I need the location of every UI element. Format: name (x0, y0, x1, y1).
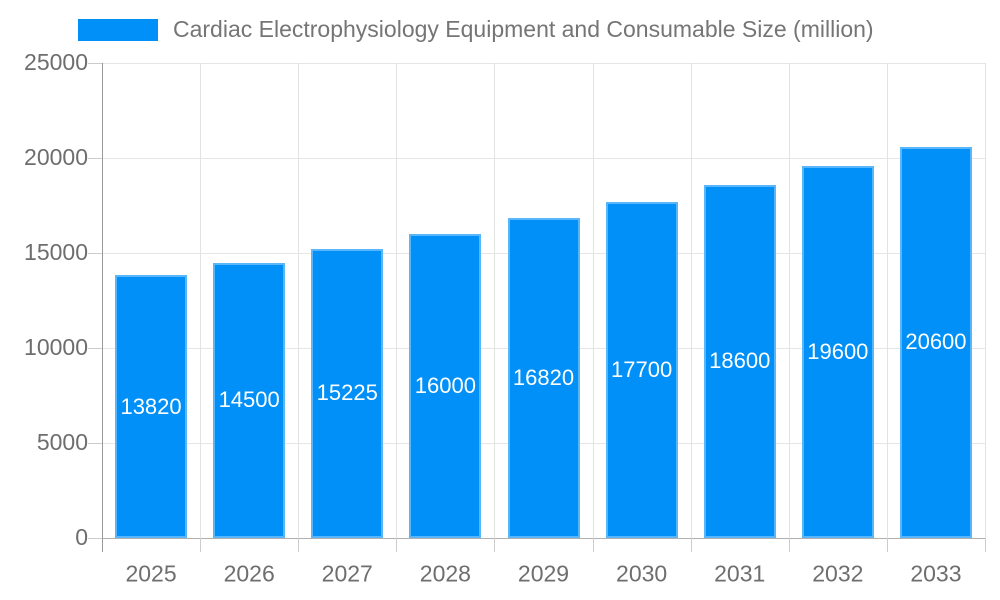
bar-value-label: 14500 (218, 387, 280, 413)
y-axis-tick (88, 63, 102, 64)
y-axis-tick (88, 443, 102, 444)
bar-value-label: 18600 (709, 348, 771, 374)
x-tick-label: 2029 (517, 560, 570, 587)
y-axis-line (102, 63, 103, 552)
bar-value-label: 16000 (414, 373, 476, 398)
y-tick-label: 20000 (24, 143, 88, 170)
gridline-vertical (690, 63, 692, 538)
gridline-vertical (494, 63, 496, 538)
gridline-vertical (200, 63, 202, 538)
x-tick-label: 2027 (321, 560, 373, 587)
bar[interactable] (801, 165, 874, 538)
bar[interactable] (507, 218, 580, 538)
bar[interactable] (311, 248, 384, 538)
bar[interactable] (115, 275, 188, 538)
bar[interactable] (899, 146, 972, 538)
x-axis-tick (592, 538, 594, 552)
bar-value-label: 13820 (120, 393, 182, 419)
x-axis-tick (200, 538, 202, 552)
y-axis-tick (88, 158, 102, 159)
y-tick-label: 15000 (24, 238, 88, 265)
gridline-vertical (985, 63, 986, 538)
bar-value-label: 17700 (611, 356, 673, 382)
x-tick-label: 2032 (812, 560, 864, 587)
legend-swatch (78, 18, 158, 41)
x-axis-tick (494, 538, 496, 552)
x-tick-label: 2031 (714, 560, 766, 587)
y-tick-label: 25000 (24, 48, 88, 75)
bar[interactable] (213, 262, 286, 538)
gridline-vertical (788, 63, 790, 538)
x-axis-line (102, 538, 985, 539)
x-axis-tick (886, 538, 888, 552)
x-tick-label: 2033 (910, 560, 962, 587)
gridline-vertical (592, 63, 594, 538)
y-axis-tick (88, 538, 102, 539)
bar-value-label: 20600 (905, 329, 967, 355)
y-tick-label: 0 (75, 523, 88, 550)
x-axis-tick (690, 538, 692, 552)
x-tick-label: 2026 (223, 560, 275, 587)
bar[interactable] (409, 234, 482, 538)
x-tick-label: 2028 (419, 560, 471, 587)
x-axis-tick (788, 538, 790, 552)
bar-value-label: 16820 (512, 365, 575, 391)
bar[interactable] (703, 184, 776, 538)
bar-value-label: 15225 (316, 380, 378, 406)
x-axis-tick (298, 538, 300, 552)
gridline-vertical (298, 63, 300, 538)
y-tick-label: 5000 (36, 428, 88, 455)
bar-value-label: 19600 (807, 338, 869, 364)
y-tick-label: 10000 (24, 333, 88, 360)
x-axis-tick (396, 538, 398, 552)
y-axis-tick (88, 348, 102, 349)
x-tick-label: 2030 (616, 560, 668, 587)
gridline-horizontal (102, 158, 985, 159)
bar[interactable] (605, 201, 678, 538)
gridline-vertical (396, 63, 398, 538)
x-tick-label: 2025 (125, 560, 177, 587)
legend-item[interactable]: Cardiac Electrophysiology Equipment and … (78, 16, 874, 43)
legend-label: Cardiac Electrophysiology Equipment and … (173, 16, 874, 42)
x-axis-tick (985, 538, 986, 552)
gridline-horizontal (102, 63, 985, 64)
y-axis-tick (88, 253, 102, 254)
gridline-vertical (886, 63, 888, 538)
